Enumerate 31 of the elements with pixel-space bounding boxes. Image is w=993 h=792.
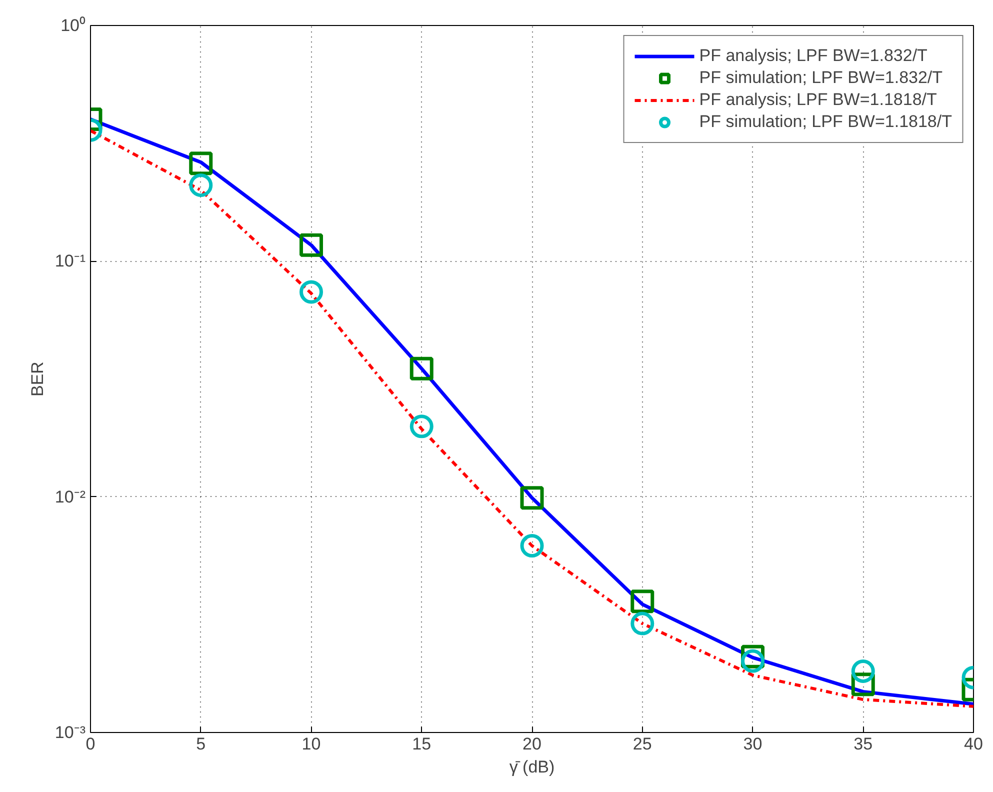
point [520, 486, 544, 510]
x-tick-label: 0 [86, 734, 96, 754]
point [741, 649, 764, 673]
x-tick-label: 5 [196, 734, 206, 754]
point [630, 590, 654, 614]
x-tick-label: 30 [743, 734, 762, 754]
y-tick-label: 10⁰ [60, 16, 86, 35]
x-tick-label: 20 [522, 734, 542, 754]
y-tick-label: 10⁻³ [54, 723, 86, 742]
point [189, 152, 213, 176]
x-tick-label: 10 [302, 734, 321, 754]
x-tick-label: 40 [964, 734, 983, 754]
x-tick-label: 15 [412, 734, 432, 754]
legend-label: PF analysis; LPF BW=1.1818/T [699, 90, 937, 110]
point [410, 414, 434, 438]
point [300, 280, 323, 304]
y-tick-label: 10⁻¹ [54, 252, 86, 271]
point [851, 659, 875, 683]
legend-label: PF simulation; LPF BW=1.1818/T [699, 112, 952, 132]
point [520, 534, 544, 558]
y-tick-label: 10⁻² [54, 487, 86, 506]
legend-label: PF simulation; LPF BW=1.832/T [699, 68, 943, 88]
x-tick-label: 25 [632, 734, 652, 754]
point [189, 174, 213, 197]
point [300, 233, 323, 257]
point [410, 356, 434, 380]
legend-label: PF analysis; LPF BW=1.832/T [699, 46, 928, 66]
y-axis-title: BER [28, 362, 47, 396]
x-tick-label: 35 [854, 734, 873, 754]
x-axis-title: γ̄ (dB) [509, 758, 555, 776]
point [630, 612, 654, 636]
